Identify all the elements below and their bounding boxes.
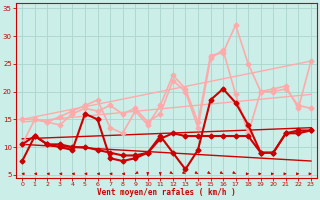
X-axis label: Vent moyen/en rafales ( km/h ): Vent moyen/en rafales ( km/h ): [97, 188, 236, 197]
